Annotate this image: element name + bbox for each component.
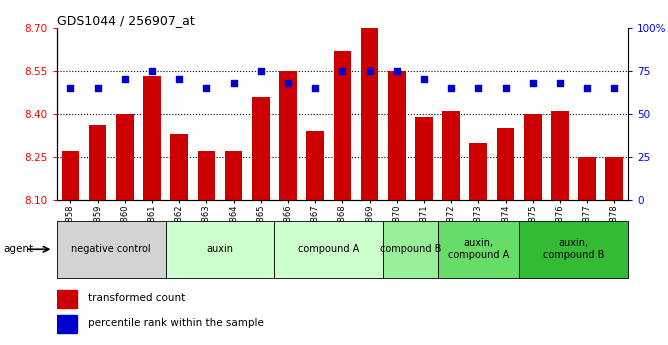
- Bar: [170, 134, 188, 200]
- Point: [283, 80, 293, 86]
- Point: [582, 85, 593, 91]
- Point: [65, 85, 75, 91]
- Bar: [116, 114, 134, 200]
- Text: agent: agent: [3, 244, 33, 254]
- Bar: [198, 151, 215, 200]
- Point: [609, 85, 620, 91]
- Point: [147, 68, 158, 73]
- Bar: [275, 221, 383, 278]
- Bar: [519, 221, 628, 278]
- Point: [201, 85, 212, 91]
- Point: [500, 85, 511, 91]
- Text: percentile rank within the sample: percentile rank within the sample: [88, 318, 264, 328]
- Bar: [252, 97, 270, 200]
- Text: negative control: negative control: [71, 244, 151, 254]
- Bar: [143, 77, 161, 200]
- Point: [120, 77, 130, 82]
- Bar: [524, 114, 542, 200]
- Bar: [551, 111, 568, 200]
- Point: [228, 80, 239, 86]
- Bar: [497, 128, 514, 200]
- Point: [310, 85, 321, 91]
- Bar: [61, 151, 79, 200]
- Point: [364, 68, 375, 73]
- Bar: [166, 221, 275, 278]
- Text: GDS1044 / 256907_at: GDS1044 / 256907_at: [57, 14, 194, 27]
- Bar: [438, 221, 519, 278]
- Point: [174, 77, 184, 82]
- Point: [337, 68, 347, 73]
- Bar: [307, 131, 324, 200]
- Bar: [415, 117, 433, 200]
- Bar: [57, 315, 77, 333]
- Text: auxin,
compound A: auxin, compound A: [448, 238, 509, 260]
- Bar: [578, 157, 596, 200]
- Bar: [57, 290, 77, 308]
- Bar: [279, 71, 297, 200]
- Bar: [224, 151, 242, 200]
- Point: [255, 68, 266, 73]
- Point: [419, 77, 430, 82]
- Bar: [388, 71, 405, 200]
- Text: compound B: compound B: [379, 244, 441, 254]
- Bar: [470, 142, 487, 200]
- Bar: [57, 221, 166, 278]
- Point: [528, 80, 538, 86]
- Text: transformed count: transformed count: [88, 293, 186, 303]
- Point: [391, 68, 402, 73]
- Bar: [333, 51, 351, 200]
- Bar: [89, 125, 106, 200]
- Bar: [383, 221, 438, 278]
- Text: auxin,
compound B: auxin, compound B: [543, 238, 605, 260]
- Point: [92, 85, 103, 91]
- Bar: [442, 111, 460, 200]
- Bar: [361, 28, 378, 200]
- Point: [446, 85, 456, 91]
- Text: compound A: compound A: [298, 244, 359, 254]
- Text: auxin: auxin: [206, 244, 233, 254]
- Point: [554, 80, 565, 86]
- Bar: [605, 157, 623, 200]
- Point: [473, 85, 484, 91]
